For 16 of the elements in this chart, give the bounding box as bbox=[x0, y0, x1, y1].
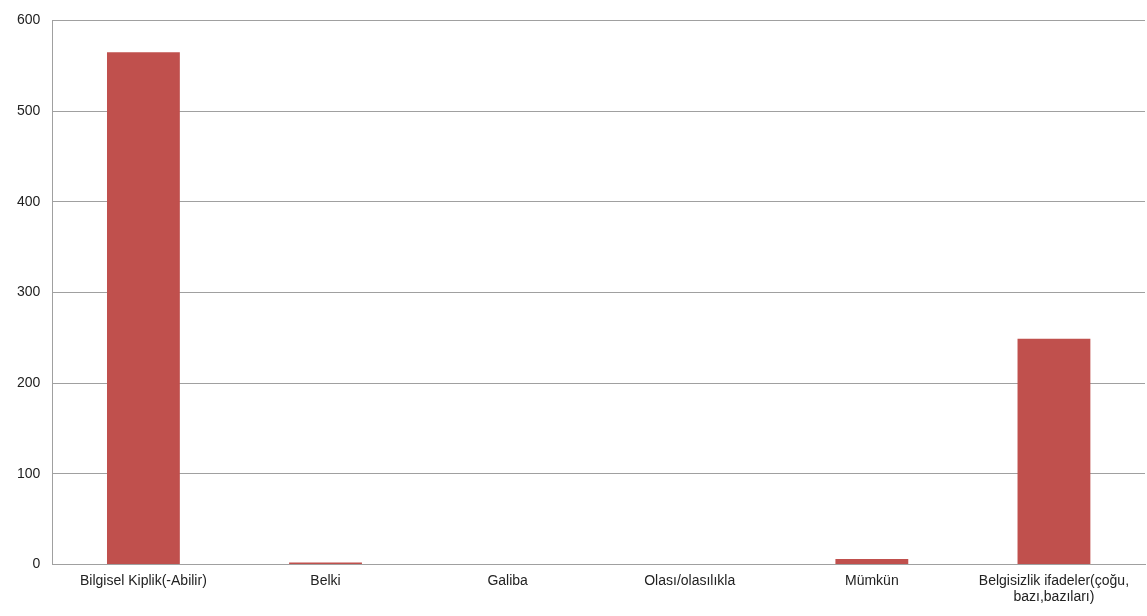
x-tick-label: Olası/olasılıkla bbox=[644, 571, 736, 588]
x-tick-label: Belki bbox=[310, 571, 341, 588]
x-tick-label: Galiba bbox=[487, 571, 529, 588]
y-tick-label: 300 bbox=[17, 283, 41, 300]
y-tick-label: 500 bbox=[17, 101, 41, 118]
y-tick-label: 600 bbox=[17, 11, 41, 28]
y-tick-label: 400 bbox=[17, 192, 41, 209]
y-tick-label: 200 bbox=[17, 373, 41, 390]
y-tick-label: 0 bbox=[32, 555, 41, 572]
x-tick-label: Belgisizlik ifadeler(çoğu, bazı,bazıları) bbox=[978, 571, 1130, 605]
y-tick-label: 100 bbox=[17, 464, 41, 481]
x-tick-label: Mümkün bbox=[845, 571, 899, 588]
bar bbox=[106, 52, 180, 564]
bar bbox=[835, 558, 909, 564]
bar bbox=[1017, 338, 1091, 564]
x-tick-label: Bilgisel Kiplik(-Abilir) bbox=[80, 571, 207, 588]
